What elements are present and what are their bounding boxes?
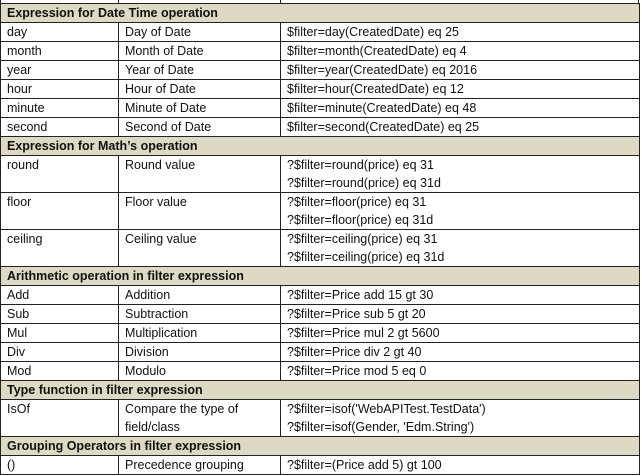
description-cell: Division xyxy=(118,342,281,362)
function-name-cell: Add xyxy=(0,285,119,305)
function-name-cell: minute xyxy=(0,98,119,118)
description-cell: Compare the type of field/class xyxy=(118,399,281,437)
table-row: () Precedence grouping ?$filter=(Price add… xyxy=(0,455,641,475)
function-name-cell: second xyxy=(0,117,119,137)
function-name-cell: ceiling xyxy=(0,229,119,267)
description-cell: Subtraction xyxy=(118,304,281,324)
function-name-cell: floor xyxy=(0,192,119,230)
function-name-cell: Mul xyxy=(0,323,119,343)
example-line: ?$filter=floor(price) eq 31 xyxy=(287,195,427,209)
example-line: ?$filter=isof('WebAPITest.TestData') xyxy=(287,402,486,416)
description-cell: Ceiling value xyxy=(118,229,281,267)
section-title: Arithmetic operation in filter expressio… xyxy=(0,266,641,286)
table-row: Mod Modulo ?$filter=Price mod 5 eq 0 xyxy=(0,361,641,381)
filter-expression-table: Expression for Date Time operation day Day… xyxy=(0,3,641,475)
function-name-cell: month xyxy=(0,41,119,61)
previous-row-fragment xyxy=(0,0,639,3)
description-cell: Second of Date xyxy=(118,117,281,137)
function-name-cell: IsOf xyxy=(0,399,119,437)
table-row: Div Division ?$filter=Price div 2 gt 40 xyxy=(0,342,641,362)
example-line: ?$filter=round(price) eq 31d xyxy=(287,176,441,190)
example-line: ?$filter=Price div 2 gt 40 xyxy=(287,345,422,359)
example-cell: $filter=hour(CreatedDate) eq 12 xyxy=(279,79,641,99)
table-row: minute Minute of Date $filter=minute(Creat… xyxy=(0,98,641,118)
example-line: ?$filter=Price sub 5 gt 20 xyxy=(287,307,426,321)
description-cell: Multiplication xyxy=(118,323,281,343)
example-line: $filter=month(CreatedDate) eq 4 xyxy=(287,44,467,58)
example-line: ?$filter=Price add 15 gt 30 xyxy=(287,288,434,302)
example-line: ?$filter=Price mul 2 gt 5600 xyxy=(287,326,440,340)
table-row: Sub Subtraction ?$filter=Price sub 5 gt 20 xyxy=(0,304,641,324)
section-header-row: Arithmetic operation in filter expressio… xyxy=(0,266,641,286)
example-cell: ?$filter=ceiling(price) eq 31 ?$filter=ce… xyxy=(279,229,641,267)
example-cell: $filter=month(CreatedDate) eq 4 xyxy=(279,41,641,61)
example-line: ?$filter=Price mod 5 eq 0 xyxy=(287,364,427,378)
description-cell: Addition xyxy=(118,285,281,305)
section-header-row: Expression for Date Time operation xyxy=(0,3,641,23)
description-cell: Round value xyxy=(118,155,281,193)
table-row: ceiling Ceiling value ?$filter=ceiling(pri… xyxy=(0,229,641,267)
section-title: Type function in filter expression xyxy=(0,380,641,400)
example-line: ?$filter=(Price add 5) gt 100 xyxy=(287,458,442,472)
description-cell: Month of Date xyxy=(118,41,281,61)
function-name-cell: year xyxy=(0,60,119,80)
function-name-cell: round xyxy=(0,155,119,193)
description-cell: Precedence grouping xyxy=(118,455,281,475)
function-name-cell: day xyxy=(0,22,119,42)
section-title: Expression for Date Time operation xyxy=(0,3,641,23)
section-header-row: Expression for Math’s operation xyxy=(0,136,641,156)
description-cell: Floor value xyxy=(118,192,281,230)
table-row: Mul Multiplication ?$filter=Price mul 2 gt… xyxy=(0,323,641,343)
description-cell: Minute of Date xyxy=(118,98,281,118)
example-cell: ?$filter=Price mod 5 eq 0 xyxy=(279,361,641,381)
example-cell: $filter=minute(CreatedDate) eq 48 xyxy=(279,98,641,118)
example-line: ?$filter=ceiling(price) eq 31d xyxy=(287,250,445,264)
section-header-row: Type function in filter expression xyxy=(0,380,641,400)
section-title: Grouping Operators in filter expression xyxy=(0,436,641,456)
example-line: ?$filter=ceiling(price) eq 31 xyxy=(287,232,438,246)
function-name-cell: Div xyxy=(0,342,119,362)
table-row: round Round value ?$filter=round(price) eq… xyxy=(0,155,641,193)
example-cell: $filter=second(CreatedDate) eq 25 xyxy=(279,117,641,137)
example-line: ?$filter=isof(Gender, 'Edm.String') xyxy=(287,420,475,434)
example-line: $filter=hour(CreatedDate) eq 12 xyxy=(287,82,464,96)
example-line: ?$filter=floor(price) eq 31d xyxy=(287,213,434,227)
table-row: month Month of Date $filter=month(CreatedD… xyxy=(0,41,641,61)
function-name-cell: hour xyxy=(0,79,119,99)
example-line: $filter=minute(CreatedDate) eq 48 xyxy=(287,101,477,115)
function-name-cell: Sub xyxy=(0,304,119,324)
example-line: $filter=day(CreatedDate) eq 25 xyxy=(287,25,459,39)
description-cell: Year of Date xyxy=(118,60,281,80)
table-row: IsOf Compare the type of field/class ?$fil… xyxy=(0,399,641,437)
example-line: $filter=year(CreatedDate) eq 2016 xyxy=(287,63,478,77)
example-cell: ?$filter=(Price add 5) gt 100 xyxy=(279,455,641,475)
example-cell: ?$filter=Price mul 2 gt 5600 xyxy=(279,323,641,343)
example-line: ?$filter=round(price) eq 31 xyxy=(287,158,434,172)
example-cell: ?$filter=floor(price) eq 31 ?$filter=floo… xyxy=(279,192,641,230)
example-cell: $filter=day(CreatedDate) eq 25 xyxy=(279,22,641,42)
table-row: year Year of Date $filter=year(CreatedDate… xyxy=(0,60,641,80)
example-cell: ?$filter=Price add 15 gt 30 xyxy=(279,285,641,305)
example-cell: ?$filter=round(price) eq 31 ?$filter=roun… xyxy=(279,155,641,193)
example-cell: ?$filter=Price sub 5 gt 20 xyxy=(279,304,641,324)
table-row: hour Hour of Date $filter=hour(CreatedDate… xyxy=(0,79,641,99)
description-cell: Hour of Date xyxy=(118,79,281,99)
section-title: Expression for Math’s operation xyxy=(0,136,641,156)
section-header-row: Grouping Operators in filter expression xyxy=(0,436,641,456)
function-name-cell: Mod xyxy=(0,361,119,381)
example-cell: ?$filter=Price div 2 gt 40 xyxy=(279,342,641,362)
description-cell: Modulo xyxy=(118,361,281,381)
example-line: $filter=second(CreatedDate) eq 25 xyxy=(287,120,480,134)
example-cell: ?$filter=isof('WebAPITest.TestData') ?$fi… xyxy=(279,399,641,437)
example-cell: $filter=year(CreatedDate) eq 2016 xyxy=(279,60,641,80)
table-row: Add Addition ?$filter=Price add 15 gt 30 xyxy=(0,285,641,305)
function-name-cell: () xyxy=(0,455,119,475)
table-row: day Day of Date $filter=day(CreatedDate) e… xyxy=(0,22,641,42)
table-row: floor Floor value ?$filter=floor(price) eq… xyxy=(0,192,641,230)
description-cell: Day of Date xyxy=(118,22,281,42)
table-row: second Second of Date $filter=second(Creat… xyxy=(0,117,641,137)
